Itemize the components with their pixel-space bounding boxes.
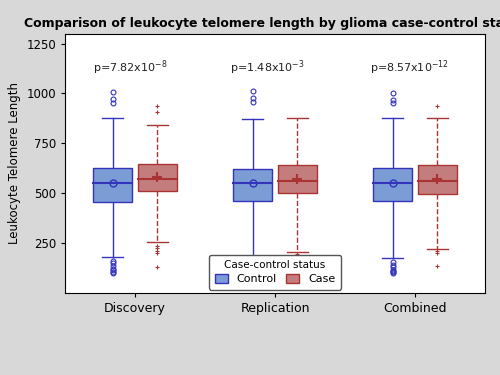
Bar <box>373 168 412 201</box>
Text: p=1.48x10$^{-3}$: p=1.48x10$^{-3}$ <box>230 58 305 77</box>
Legend: Control, Case: Control, Case <box>209 255 341 290</box>
Bar <box>233 169 272 201</box>
Bar <box>418 165 457 194</box>
Title: Comparison of leukocyte telomere length by glioma case-control status: Comparison of leukocyte telomere length … <box>24 17 500 30</box>
Text: p=8.57x10$^{-12}$: p=8.57x10$^{-12}$ <box>370 58 449 77</box>
Bar <box>278 165 317 193</box>
Bar <box>93 168 132 202</box>
Text: p=7.82x10$^{-8}$: p=7.82x10$^{-8}$ <box>93 58 168 77</box>
Y-axis label: Leukocyte Telomere Length: Leukocyte Telomere Length <box>8 82 20 244</box>
Bar <box>138 164 177 191</box>
